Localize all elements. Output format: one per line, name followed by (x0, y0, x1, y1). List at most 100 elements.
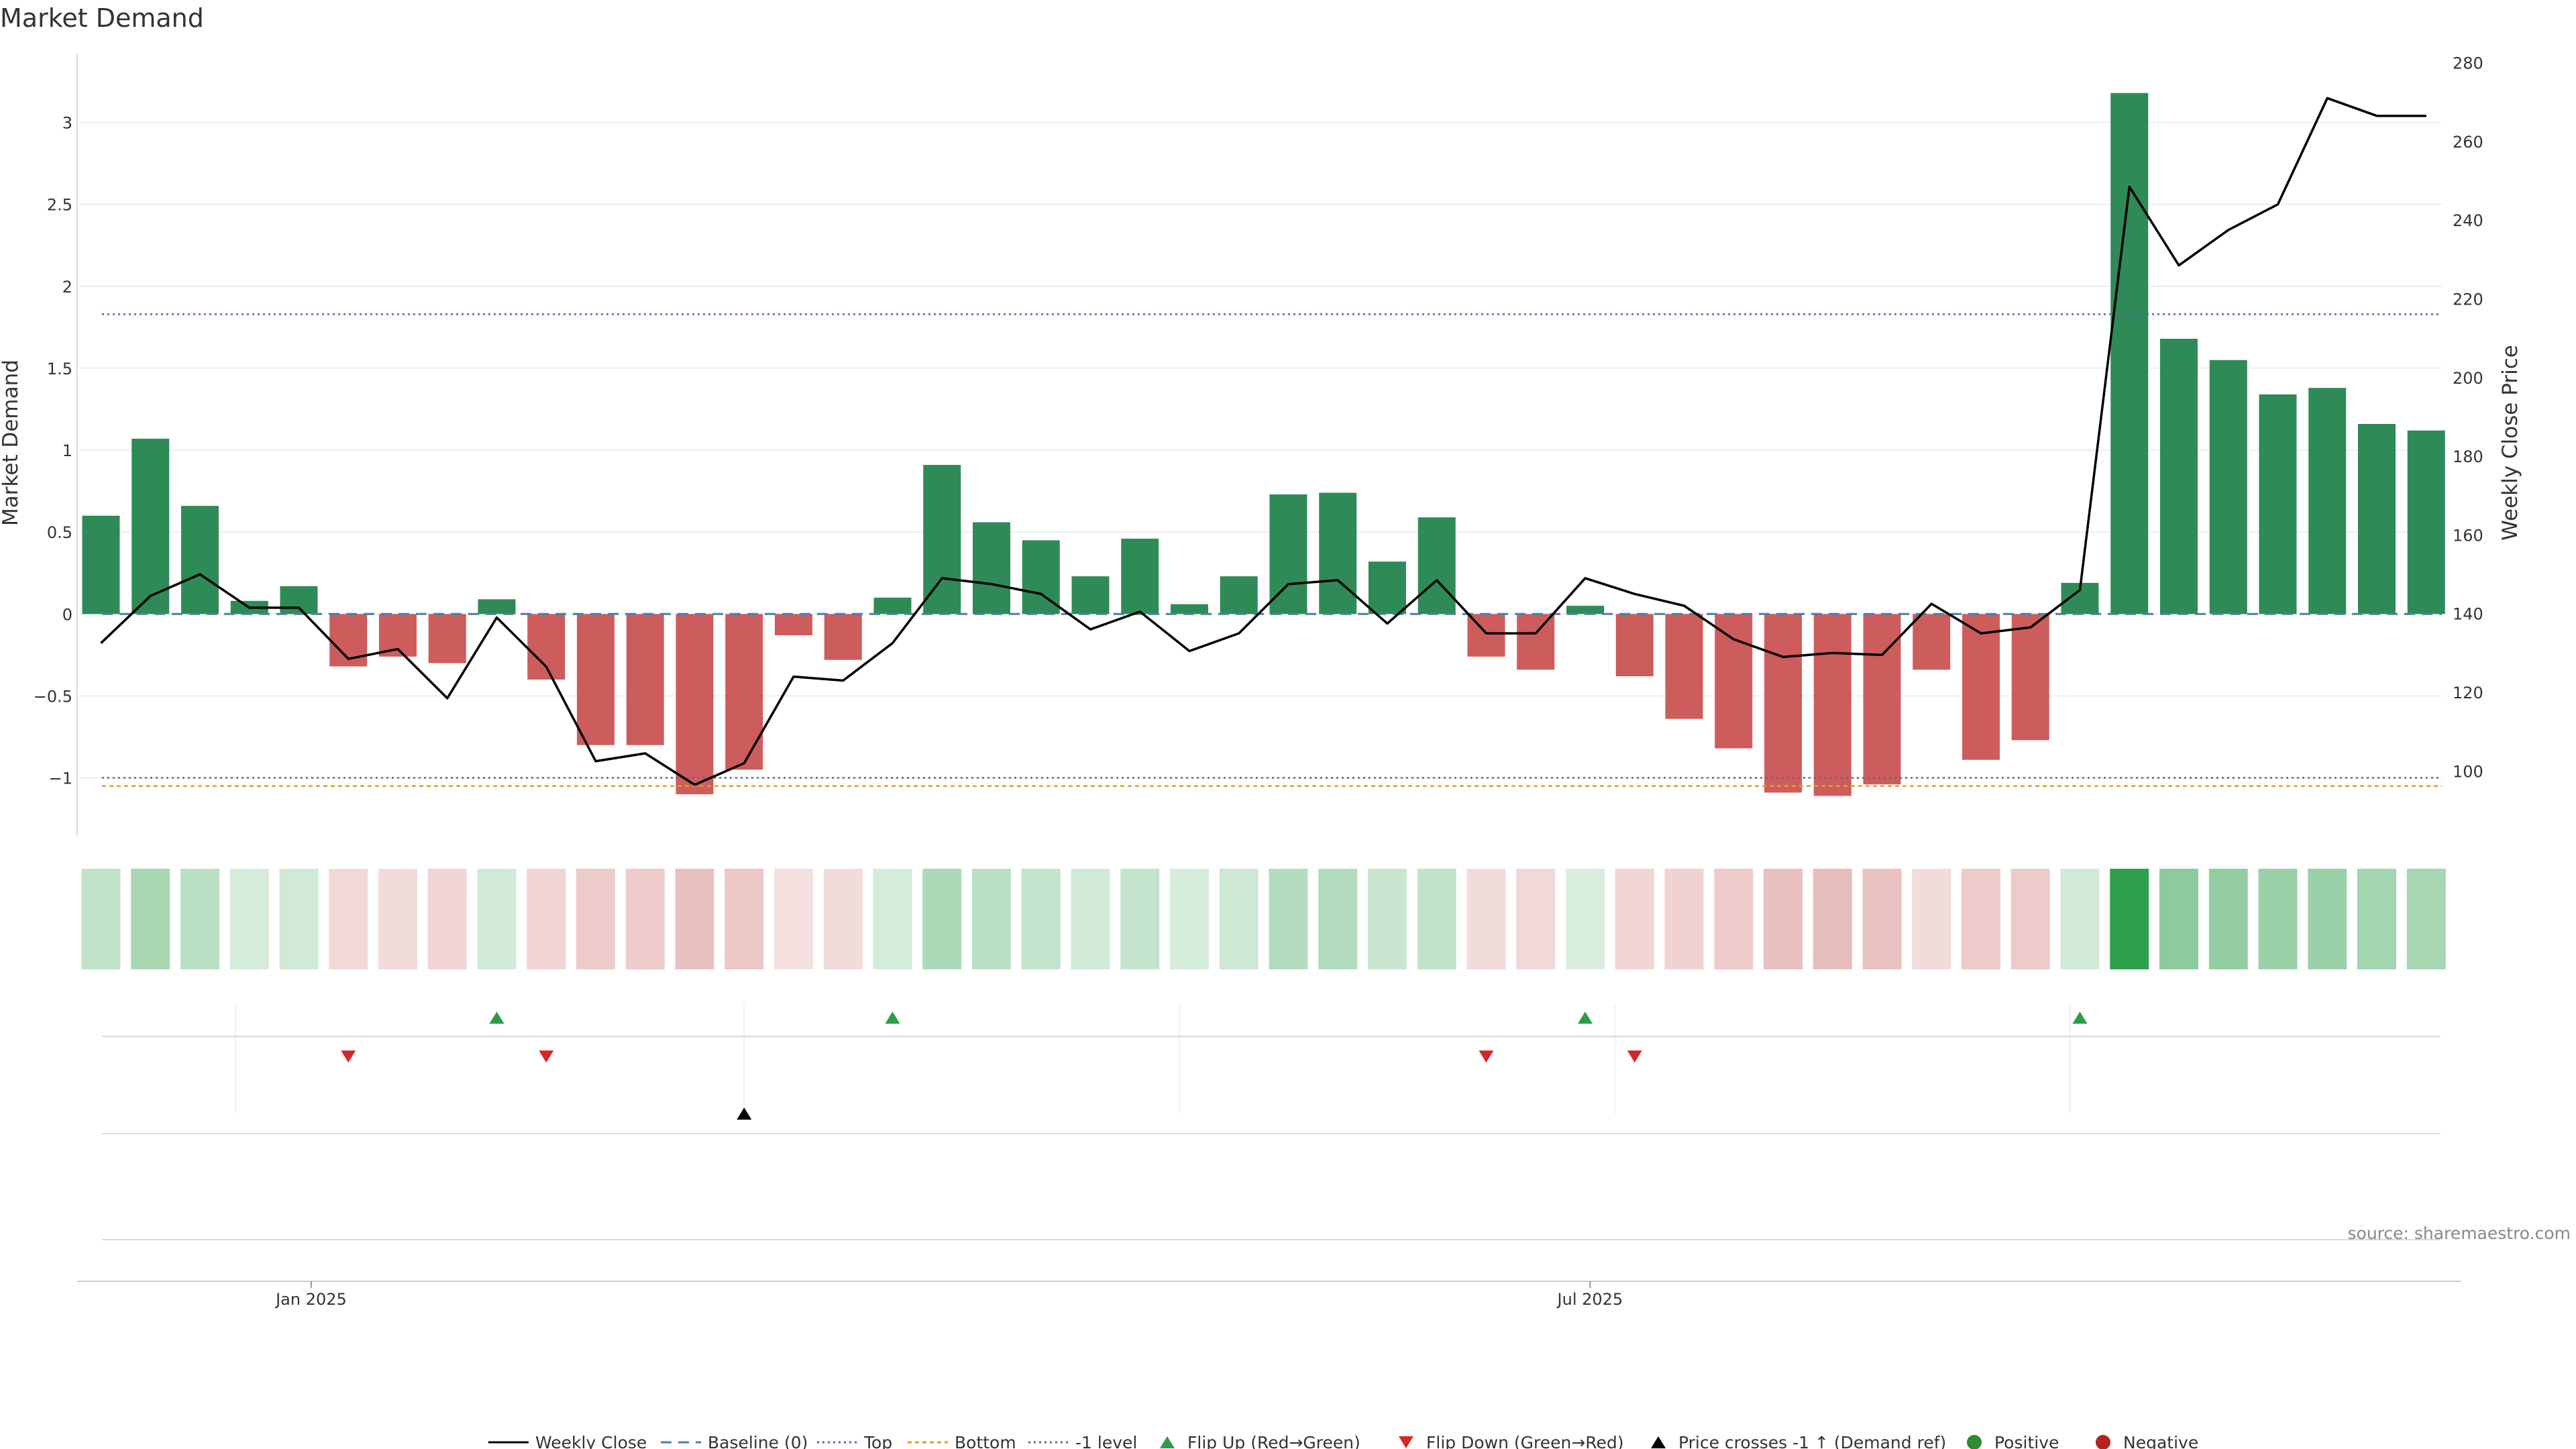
heat-tile-negative (576, 869, 615, 969)
y2-tick-label: 260 (2453, 133, 2483, 152)
demand-bar-negative (1764, 614, 1802, 793)
legend-swatch-flip-down (1399, 1436, 1413, 1448)
legend-label: Positive (1994, 1433, 2059, 1449)
legend-entry: Weekly Close (488, 1433, 647, 1449)
demand-bar-positive (82, 515, 120, 614)
heat-tile-positive (279, 869, 319, 969)
heat-tile-negative (1714, 869, 1754, 969)
heat-tile-negative (774, 869, 813, 969)
demand-bar-positive (1071, 576, 1110, 614)
heat-tile-negative (1862, 869, 1902, 969)
flip-up-marker (1578, 1012, 1593, 1024)
gridlines (76, 54, 2442, 1114)
heat-tile-positive (1417, 869, 1456, 969)
heat-tile-negative (1764, 869, 1803, 969)
chart-title: Market Demand (0, 3, 204, 33)
y2-axis-label: Weekly Close Price (2498, 345, 2522, 541)
price-cross-marker (737, 1108, 752, 1120)
demand-bar-negative (1615, 614, 1654, 677)
demand-bar-positive (181, 506, 219, 614)
y-tick-label: 1 (62, 441, 72, 460)
legend-label: Baseline (0) (708, 1433, 808, 1449)
demand-bar-positive (1368, 561, 1406, 614)
demand-bar-negative (577, 614, 614, 745)
legend-entry: -1 level (1028, 1433, 1137, 1449)
heat-tile-negative (329, 869, 368, 969)
heat-tile-negative (1912, 869, 1951, 969)
legend-label: Negative (2123, 1433, 2198, 1449)
flip-down-marker (341, 1051, 356, 1063)
demand-bar-positive (2110, 93, 2149, 614)
legend-entry: Positive (1967, 1433, 2059, 1449)
y2-tick-label: 280 (2453, 54, 2483, 72)
heat-tile-negative (427, 869, 467, 969)
heat-tile-negative (1813, 869, 1852, 969)
demand-bar-positive (973, 522, 1010, 614)
y-tick-label: −0.5 (34, 687, 72, 706)
heat-tile-positive (2159, 869, 2198, 969)
x-axis: Jan 2025 Jul 2025 (77, 1281, 2461, 1309)
y-tick-label: −1 (49, 769, 72, 788)
event-markers (102, 1012, 2440, 1240)
y2-tick-label: 160 (2453, 526, 2483, 545)
weekly-close-line (100, 97, 2426, 786)
heat-tile-negative (1615, 869, 1654, 969)
heat-tile-positive (477, 869, 517, 969)
legend-entry: Flip Down (Green→Red) (1399, 1433, 1624, 1449)
y2-tick-label: 220 (2453, 290, 2483, 309)
demand-bar-positive (1220, 576, 1258, 614)
heat-tile-positive (1170, 869, 1209, 969)
legend-swatch-price-cross (1651, 1436, 1666, 1448)
y2-axis-ticks: 100 120 140 160 180 200 220 240 260 280 (2453, 54, 2483, 781)
demand-bar-negative (824, 614, 862, 660)
legend-label: -1 level (1075, 1433, 1137, 1449)
y-axis-ticks: −1 −0.5 0 0.5 1 1.5 2 2.5 3 (34, 114, 72, 788)
y-tick-label: 0 (62, 605, 72, 624)
legend-label: Flip Down (Green→Red) (1426, 1433, 1624, 1449)
heat-tile-positive (922, 869, 962, 969)
heat-tile-negative (724, 869, 764, 969)
demand-bar-negative (1962, 614, 2000, 760)
demand-bar-negative (676, 614, 714, 794)
heat-tile-positive (81, 869, 121, 969)
demand-bar-positive (2407, 430, 2445, 614)
demand-bar-negative (1913, 614, 1951, 670)
y-tick-label: 1.5 (47, 360, 72, 378)
heat-tile-positive (1120, 869, 1160, 969)
demand-bar-negative (1715, 614, 1753, 749)
flip-down-marker (1479, 1051, 1494, 1063)
y-tick-label: 2 (62, 278, 72, 297)
heat-tile-negative (527, 869, 566, 969)
demand-bar-positive (2160, 338, 2198, 614)
heat-tile-negative (2010, 869, 2050, 969)
y2-tick-label: 180 (2453, 447, 2483, 466)
legend-entry: Price crosses -1 ↑ (Demand ref) (1651, 1433, 1946, 1449)
heat-tile-negative (1962, 869, 2000, 969)
legend-entry: Top (817, 1433, 892, 1449)
x-tick-label: Jan 2025 (274, 1290, 347, 1309)
demand-bar-positive (2358, 423, 2396, 614)
legend-swatch-positive (1967, 1435, 1982, 1449)
y2-tick-label: 200 (2453, 369, 2483, 388)
flip-up-marker (885, 1012, 900, 1024)
demand-bar-positive (1566, 606, 1604, 614)
demand-bar-positive (1121, 538, 1159, 614)
heat-tile-negative (1516, 869, 1556, 969)
demand-bar-positive (1269, 494, 1307, 614)
demand-bar-negative (527, 614, 566, 680)
demand-bar-negative (775, 614, 812, 636)
y2-tick-label: 140 (2453, 605, 2483, 624)
legend-label: Flip Up (Red→Green) (1187, 1433, 1360, 1449)
heat-tile-negative (625, 869, 665, 969)
heat-tile-positive (2308, 869, 2347, 969)
y-axis-label: Market Demand (0, 360, 23, 526)
legend: Weekly Close Baseline (0) Top Bottom -1 leve… (488, 1433, 2198, 1449)
demand-bar-positive (923, 465, 961, 614)
heat-tile-positive (1021, 869, 1061, 969)
demand-bar-positive (478, 599, 516, 614)
heat-tile-positive (1071, 869, 1110, 969)
demand-bar-negative (1863, 614, 1901, 785)
demand-bar-positive (2209, 360, 2247, 614)
source-credit: source: sharemaestro.com (2348, 1224, 2571, 1243)
